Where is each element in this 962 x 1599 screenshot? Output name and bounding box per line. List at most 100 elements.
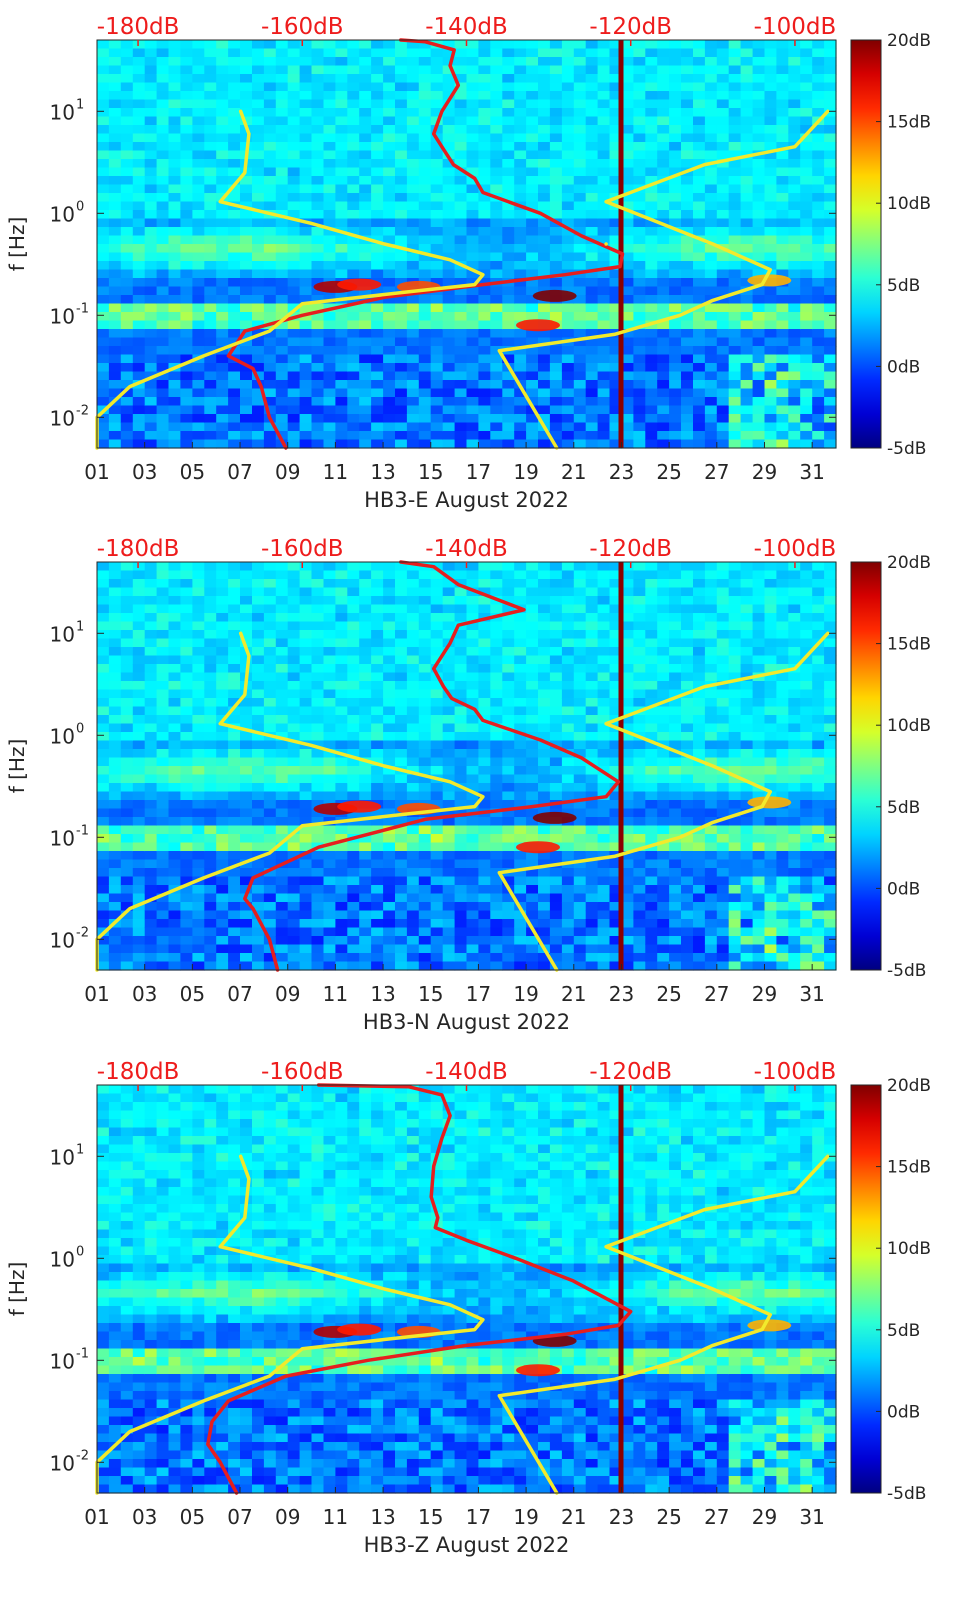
heatmap-cell xyxy=(621,57,634,67)
heatmap-cell xyxy=(621,363,634,373)
heatmap-cell xyxy=(156,278,170,288)
heatmap-cell xyxy=(740,380,754,390)
heatmap-cell xyxy=(561,757,575,767)
heatmap-cell xyxy=(97,218,110,228)
heatmap-cell xyxy=(132,766,146,776)
heatmap-cell xyxy=(740,388,754,398)
heatmap-cell xyxy=(275,655,289,665)
heatmap-cell xyxy=(645,133,658,143)
heatmap-cell xyxy=(287,337,301,347)
heatmap-cell xyxy=(657,320,670,330)
heatmap-cell xyxy=(240,740,253,750)
heatmap-cell xyxy=(538,142,551,152)
heatmap-cell xyxy=(299,150,313,160)
heatmap-cell xyxy=(228,749,241,759)
heatmap-cell xyxy=(120,108,134,118)
heatmap-cell xyxy=(490,431,503,441)
heatmap-cell xyxy=(800,320,813,330)
heatmap-cell xyxy=(228,876,241,886)
heatmap-cell xyxy=(323,82,336,92)
heatmap-cell xyxy=(97,201,110,211)
heatmap-cell xyxy=(204,167,217,177)
heatmap-cell xyxy=(764,74,777,84)
heatmap-cell xyxy=(347,740,360,750)
heatmap-cell xyxy=(561,783,575,793)
heatmap-cell xyxy=(97,269,110,279)
heatmap-cell xyxy=(693,82,706,92)
heatmap-cell xyxy=(430,142,444,152)
heatmap-cell xyxy=(514,621,527,631)
heatmap-cell xyxy=(478,184,491,194)
heatmap-cell xyxy=(812,363,825,373)
heatmap-cell xyxy=(204,800,217,810)
heatmap-cell xyxy=(228,842,241,852)
heatmap-cell xyxy=(192,647,205,657)
heatmap-cell xyxy=(776,40,789,50)
heatmap-cell xyxy=(788,227,801,237)
heatmap-cell xyxy=(430,655,444,665)
heatmap-cell xyxy=(788,422,801,432)
heatmap-cell xyxy=(776,125,789,135)
heatmap-cell xyxy=(144,808,158,818)
heatmap-cell xyxy=(442,235,456,245)
heatmap-cell xyxy=(97,655,110,665)
heatmap-cell xyxy=(502,380,515,390)
heatmap-cell xyxy=(252,244,265,254)
heatmap-cell xyxy=(216,732,229,742)
heatmap-cell xyxy=(418,312,432,322)
heatmap-cell xyxy=(97,363,110,373)
heatmap-cell xyxy=(347,664,360,674)
heatmap-cell xyxy=(299,834,313,844)
heatmap-cell xyxy=(812,82,825,92)
heatmap-cell xyxy=(693,133,706,143)
heatmap-cell xyxy=(514,893,527,903)
heatmap-cell xyxy=(204,672,217,682)
heatmap-cell xyxy=(454,252,468,262)
heatmap-cell xyxy=(192,295,205,305)
heatmap-cell xyxy=(549,936,563,946)
heatmap-cell xyxy=(442,295,456,305)
heatmap-cell xyxy=(466,439,479,449)
heatmap-cell xyxy=(144,902,158,912)
heatmap-cell xyxy=(97,910,110,920)
heatmap-cell xyxy=(478,927,491,937)
heatmap-cell xyxy=(466,698,479,708)
heatmap-cell xyxy=(144,630,158,640)
heatmap-cell xyxy=(442,142,456,152)
heatmap-cell xyxy=(156,613,170,623)
heatmap-cell xyxy=(132,40,146,50)
heatmap-cell xyxy=(490,842,503,852)
heatmap-cell xyxy=(144,825,158,835)
heatmap-cell xyxy=(478,910,491,920)
heatmap-cell xyxy=(597,371,611,381)
heatmap-cell xyxy=(359,842,372,852)
heatmap-cell xyxy=(395,579,408,589)
heatmap-cell xyxy=(478,936,491,946)
heatmap-cell xyxy=(359,706,372,716)
heatmap-cell xyxy=(514,125,527,135)
heatmap-cell xyxy=(585,397,599,407)
heatmap-cell xyxy=(323,706,336,716)
heatmap-cell xyxy=(669,227,682,237)
heatmap-cell xyxy=(359,371,372,381)
heatmap-cell xyxy=(728,74,742,84)
heatmap-cell xyxy=(323,638,336,648)
heatmap-cell xyxy=(812,337,825,347)
heatmap-cell xyxy=(156,689,170,699)
heatmap-cell xyxy=(716,184,730,194)
heatmap-cell xyxy=(514,346,527,356)
heatmap-cell xyxy=(693,99,706,109)
heatmap-cell xyxy=(168,354,181,364)
heatmap-cell xyxy=(275,40,289,50)
heatmap-cell xyxy=(526,354,539,364)
heatmap-cell xyxy=(108,312,122,322)
heatmap-cell xyxy=(97,732,110,742)
x-axis-label: HB3-E August 2022 xyxy=(364,488,569,512)
heatmap-cell xyxy=(502,749,515,759)
heatmap-cell xyxy=(168,910,181,920)
heatmap-cell xyxy=(180,859,193,869)
heatmap-cell xyxy=(490,235,503,245)
heatmap-cell xyxy=(252,783,265,793)
heatmap-cell xyxy=(752,193,766,203)
heatmap-cell xyxy=(776,388,789,398)
